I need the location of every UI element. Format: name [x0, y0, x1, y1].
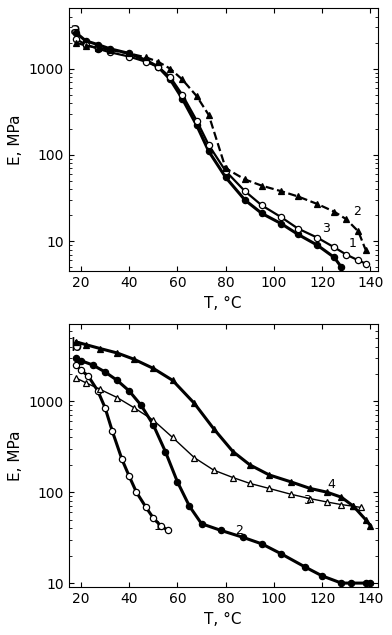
Y-axis label: E, MPa: E, MPa	[8, 114, 24, 165]
Text: 4: 4	[327, 479, 335, 491]
Text: a: a	[70, 21, 81, 39]
Text: 1: 1	[153, 520, 161, 533]
Y-axis label: E, MPa: E, MPa	[8, 431, 24, 481]
X-axis label: T, °C: T, °C	[205, 612, 242, 627]
Text: 2: 2	[235, 524, 243, 537]
Text: 3: 3	[322, 222, 330, 235]
Text: 1: 1	[348, 237, 357, 250]
Text: 3: 3	[303, 493, 311, 507]
X-axis label: T, °C: T, °C	[205, 295, 242, 311]
Text: b: b	[70, 337, 82, 356]
Text: 2: 2	[354, 205, 361, 218]
